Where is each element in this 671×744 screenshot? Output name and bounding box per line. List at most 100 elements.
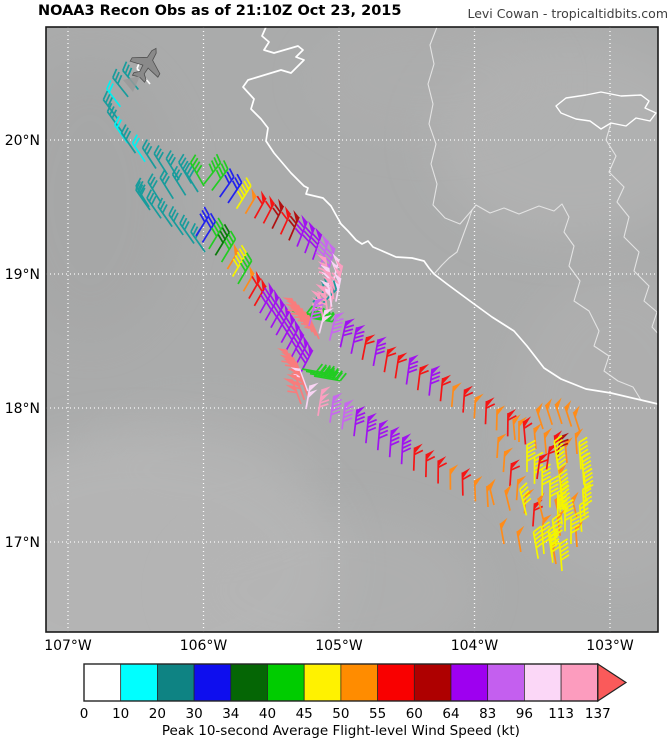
colorbar-segment: [157, 663, 195, 702]
wind-barb: [515, 475, 527, 501]
wind-barb: [309, 368, 343, 380]
wind-barb: [361, 334, 376, 360]
wind-barb: [581, 483, 593, 517]
wind-barb: [189, 154, 205, 187]
wind-barb: [264, 289, 280, 321]
wind-barb: [449, 464, 459, 490]
y-axis-label: 20°N: [5, 133, 40, 149]
wind-barb: [322, 241, 336, 275]
wind-barb: [328, 312, 345, 341]
colorbar-segment: [560, 663, 599, 702]
track-cluster-leg-g: [499, 517, 560, 565]
wind-barb: [506, 409, 517, 437]
wind-barb: [509, 459, 521, 487]
wind-barb: [518, 416, 527, 442]
wind-barb: [400, 433, 412, 465]
colorbar-tick-label: 0: [80, 706, 89, 722]
colorbar-title: Peak 10-second Average Flight-level Wind…: [162, 723, 520, 739]
site-credit: Levi Cowan - tropicaltidbits.com: [467, 6, 668, 21]
wind-barb: [558, 538, 570, 572]
wind-barb: [279, 206, 292, 235]
state-boundary: [433, 203, 642, 401]
track-cluster-leg-j: [540, 521, 570, 572]
colorbar-tick-label: 55: [369, 706, 386, 722]
wind-barb: [262, 195, 275, 224]
wind-barb: [425, 449, 436, 478]
wind-barb: [301, 363, 335, 375]
wind-barb: [195, 206, 210, 237]
wind-barb: [383, 346, 397, 373]
wind-barb: [544, 398, 554, 426]
colorbar-tick-label: 45: [296, 706, 313, 722]
colorbar-segment: [83, 663, 122, 702]
wind-barb: [305, 382, 319, 410]
colorbar-tick-label: 96: [516, 706, 533, 722]
wind-barb: [536, 452, 549, 480]
wind-barb: [179, 214, 195, 244]
wind-barb: [549, 529, 561, 563]
wind-barb: [294, 214, 308, 247]
wind-barb: [106, 102, 123, 133]
wind-barb: [564, 499, 574, 532]
state-boundary: [427, 27, 473, 225]
wind-barb: [135, 177, 150, 208]
track-cluster-leg-i: [547, 434, 571, 558]
satellite-background: [46, 27, 658, 632]
colorbar-segment: [193, 663, 232, 702]
wind-barb: [572, 405, 581, 433]
colorbar-segment: [340, 663, 378, 702]
wind-barb: [227, 173, 243, 204]
x-axis-label: 105°W: [315, 638, 363, 654]
colorbar-segment: [230, 663, 268, 702]
wind-barb: [102, 90, 119, 120]
wind-barb: [495, 405, 506, 431]
wind-barb: [512, 414, 521, 441]
wind-barb: [112, 68, 129, 98]
wind-barb: [532, 499, 544, 527]
y-axis-label: 18°N: [5, 401, 40, 417]
plot-title: NOAA3 Recon Obs as of 21:10Z Oct 23, 201…: [38, 3, 402, 19]
wind-barb: [288, 209, 300, 241]
x-axis-label: 103°W: [586, 638, 634, 654]
wind-barb: [496, 433, 507, 459]
wind-barb: [533, 423, 542, 449]
wind-barb: [302, 221, 316, 254]
colorbar-tick-label: 20: [149, 706, 166, 722]
wind-barb: [135, 180, 151, 211]
wind-barb: [329, 392, 343, 423]
wind-barb: [211, 160, 229, 192]
wind-barb: [516, 525, 525, 553]
track-cluster-leg-d: [488, 478, 579, 520]
wind-barb: [437, 456, 448, 484]
colorbar-tick-label: 40: [259, 706, 276, 722]
track-inbound-leg-north: [203, 153, 344, 311]
wind-barb: [248, 270, 262, 299]
wind-barb: [105, 80, 122, 108]
wind-barb: [519, 482, 532, 516]
colorbar-tick-label: 60: [406, 706, 423, 722]
colorbar-tick-label: 10: [112, 706, 129, 722]
wind-barb: [201, 212, 217, 243]
wind-barb: [318, 307, 334, 334]
wind-barb: [502, 447, 514, 473]
wind-barb: [412, 443, 424, 471]
colorbar-segment: [267, 663, 305, 702]
wind-barb: [428, 365, 441, 396]
wind-barb: [171, 165, 187, 196]
wind-barb: [131, 134, 146, 163]
wind-barb: [305, 365, 339, 377]
wind-barb: [557, 491, 569, 525]
wind-barb: [317, 386, 331, 416]
wind-barb: [416, 363, 430, 391]
wind-barb: [259, 282, 274, 314]
y-axis-label: 17°N: [5, 535, 40, 551]
wind-barb: [462, 385, 474, 413]
track-eyewall-south-1: [282, 297, 320, 340]
wind-barb: [159, 169, 174, 200]
wind-barb: [309, 227, 323, 260]
wind-barb: [376, 419, 389, 451]
wind-barb: [473, 393, 484, 419]
wind-barb: [226, 243, 239, 270]
